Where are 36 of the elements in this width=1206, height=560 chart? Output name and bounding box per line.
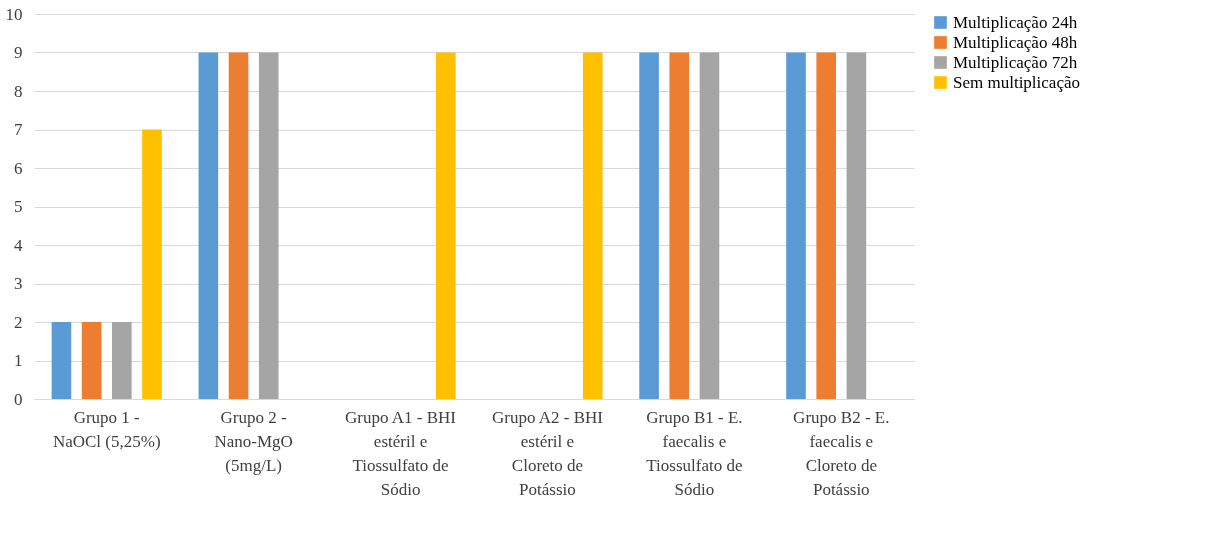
y-tick-label: 7 (14, 120, 23, 139)
legend-label: Multiplicação 48h (953, 32, 1078, 52)
bar (258, 52, 279, 399)
y-tick-label: 1 (14, 351, 23, 370)
y-tick-label: 0 (14, 389, 23, 409)
y-tick-label: 9 (14, 43, 23, 62)
x-tick-label: Grupo 2 - Nano-MgO (5mg/L) (214, 407, 293, 475)
x-tick-label: Grupo B2 - E. faecalis e Cloreto de Potássio (793, 407, 890, 499)
bar (582, 52, 603, 399)
x-tick-label: Grupo A1 - BHI estéril e Tiossulfato de Sódio (345, 407, 457, 499)
y-tick-label: 6 (14, 158, 23, 178)
bar (81, 322, 102, 399)
bar (51, 322, 72, 399)
legend-label: Sem multiplicação (953, 72, 1080, 92)
bar (639, 52, 659, 399)
legend-label: Multiplicação 72h (953, 52, 1078, 72)
bar (846, 52, 867, 399)
legend-label: Multiplicação 24h (953, 12, 1078, 32)
y-tick-label: 2 (14, 312, 23, 332)
bar (786, 52, 806, 399)
bar (816, 52, 836, 399)
bar (228, 52, 249, 399)
x-tick-label: Grupo A2 - BHI estéril e Cloreto de Potássio (491, 407, 604, 499)
bar (699, 52, 720, 399)
bar (198, 52, 219, 399)
y-tick-label: 10 (5, 4, 23, 24)
y-tick-label: 3 (14, 274, 23, 293)
bar (142, 129, 162, 399)
bar (112, 322, 132, 399)
x-tick-label: Grupo B1 - E. faecalis e Tiossulfato de Sódio (646, 407, 743, 499)
bar (669, 52, 690, 399)
x-tick-label: Grupo 1 - NaOCl (5,25%) (52, 407, 161, 451)
bar (436, 52, 456, 399)
y-tick-label: 8 (14, 81, 23, 101)
y-tick-label: 5 (14, 197, 23, 216)
y-tick-label: 4 (14, 235, 23, 255)
